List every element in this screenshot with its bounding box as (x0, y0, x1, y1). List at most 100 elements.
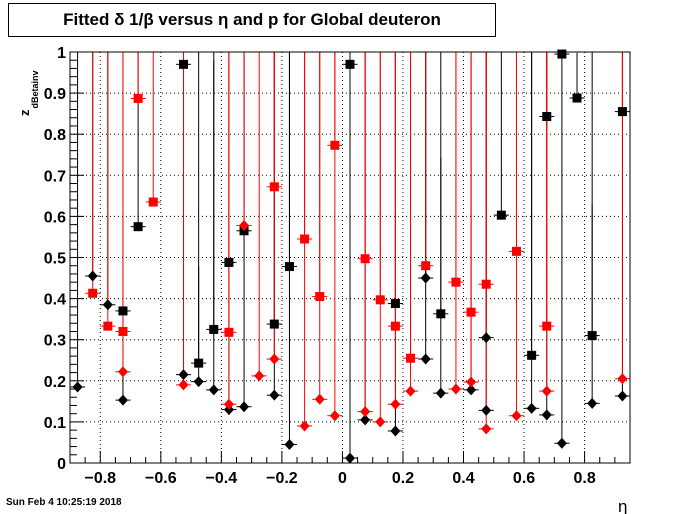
data-point-square (315, 292, 325, 302)
data-point-diamond (390, 425, 401, 437)
y-tick-label: 0.8 (44, 127, 66, 144)
data-point-square (557, 49, 567, 59)
data-point-diamond (239, 219, 250, 231)
data-point-diamond (481, 404, 492, 416)
data-point-diamond (117, 366, 128, 378)
data-point-square (118, 326, 128, 336)
x-tick-label: 0.8 (573, 470, 595, 487)
data-point-diamond (466, 376, 477, 388)
data-point-square (375, 295, 385, 305)
data-point-diamond (208, 384, 219, 396)
x-tick-label: 0.6 (513, 470, 535, 487)
data-point-diamond (329, 410, 340, 422)
data-point-square (224, 327, 234, 337)
y-tick-label: 0.4 (44, 292, 66, 309)
data-point-diamond (360, 406, 371, 418)
data-point-diamond (345, 452, 355, 464)
data-point-square (269, 182, 279, 192)
data-point-diamond (117, 394, 128, 406)
timestamp: Sun Feb 4 10:25:19 2018 (6, 497, 122, 508)
data-point-diamond (269, 389, 280, 401)
data-point-diamond (541, 409, 552, 421)
axis-ticks (69, 51, 631, 464)
title-box: Fitted δ 1/β versus η and p for Global d… (8, 3, 496, 37)
y-tick-label: 1 (57, 45, 66, 62)
x-axis-label: η (618, 497, 627, 514)
data-point-diamond (314, 393, 325, 405)
data-point-diamond (284, 439, 295, 451)
data-point-square (436, 309, 446, 319)
data-point-diamond (102, 299, 113, 311)
data-point-square (148, 197, 158, 207)
data-point-square (133, 93, 143, 103)
x-tick-label: 0 (338, 470, 347, 487)
data-point-square (179, 59, 189, 69)
data-point-diamond (239, 401, 250, 413)
data-point-diamond (299, 420, 310, 432)
tick-labels: −0.8 −0.6 −0.4 −0.2 0 0.2 0.4 0.6 0.8 0 0.1 0.2 0.3 0… (44, 45, 596, 487)
data-point-diamond (481, 332, 492, 344)
data-point-diamond (72, 381, 83, 393)
svg-text:zdBetainv: zdBetainv (17, 70, 40, 116)
data-point-square (88, 288, 98, 298)
data-point-square (587, 331, 597, 341)
data-point-square (345, 59, 355, 69)
y-tick-label: 0.7 (44, 168, 66, 185)
data-point-diamond (87, 270, 98, 282)
data-point-diamond (541, 385, 552, 397)
data-point-diamond (269, 353, 280, 365)
data-point-square (572, 93, 582, 103)
y-axis-label: z (17, 109, 32, 116)
y-tick-label: 0.6 (44, 209, 66, 226)
data-point-square (451, 277, 461, 287)
data-point-diamond (193, 376, 204, 388)
y-axis-label-subscript: dBetainv (30, 70, 40, 108)
y-tick-label: 0.1 (44, 415, 66, 432)
data-point-diamond (390, 398, 401, 410)
data-point-diamond (511, 410, 522, 422)
data-point-diamond (587, 397, 598, 409)
data-point-square (617, 107, 627, 117)
data-point-diamond (450, 383, 461, 395)
data-point-square (496, 210, 506, 220)
data-point-diamond (405, 385, 416, 397)
data-point-square (421, 261, 431, 271)
data-point-diamond (617, 373, 628, 385)
data-point-square (466, 307, 476, 317)
data-point-square (527, 350, 537, 360)
data-point-square (481, 279, 491, 289)
data-point-diamond (481, 423, 492, 435)
data-point-diamond (360, 414, 371, 426)
data-point-square (194, 358, 204, 368)
data-point-diamond (223, 398, 234, 410)
data-point-square (360, 254, 370, 264)
y-tick-label: 0 (57, 456, 66, 473)
data-point-square (511, 246, 521, 256)
data-point-square (269, 319, 279, 329)
x-tick-label: −0.8 (84, 470, 116, 487)
data-point-diamond (178, 379, 189, 391)
data-point-square (118, 306, 128, 316)
data-point-square (133, 222, 143, 232)
y-tick-label: 0.3 (44, 333, 66, 350)
data-point-diamond (556, 437, 567, 449)
data-point-square (542, 321, 552, 331)
data-point-diamond (617, 390, 628, 402)
y-tick-label: 0.9 (44, 86, 66, 103)
data-point-diamond (526, 402, 537, 414)
x-tick-label: −0.4 (206, 470, 238, 487)
data-point-diamond (375, 416, 386, 428)
data-point-square (209, 324, 219, 334)
data-point-square (330, 140, 340, 150)
x-tick-label: 0.2 (392, 470, 414, 487)
y-axis-label-group: zdBetainv (17, 70, 40, 116)
data-point-diamond (254, 370, 265, 382)
x-tick-label: −0.2 (266, 470, 298, 487)
data-point-square (390, 299, 400, 309)
data-point-diamond (178, 369, 189, 381)
chart-title: Fitted δ 1/β versus η and p for Global d… (63, 10, 441, 29)
data-point-diamond (466, 384, 477, 396)
data-point-diamond (420, 353, 431, 365)
data-point-square (224, 257, 234, 267)
